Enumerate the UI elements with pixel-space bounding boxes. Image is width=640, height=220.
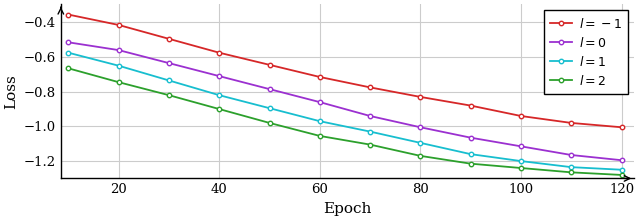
$l = 0$ — [266, 88, 273, 90]
Line: $l = 0$: $l = 0$ — [66, 40, 624, 162]
$l = 1$ — [65, 51, 72, 54]
$l = 1$ — [216, 94, 223, 97]
$l = 1$ — [568, 166, 575, 169]
$l = 2$ — [517, 167, 525, 169]
$l = 0$ — [115, 49, 122, 51]
$l = 2$ — [266, 122, 273, 124]
$l = 1$ — [165, 79, 173, 82]
$l = 2$ — [568, 171, 575, 174]
$l = 1$ — [366, 130, 374, 133]
$l = -1$ — [266, 64, 273, 66]
$l = -1$ — [216, 51, 223, 54]
Line: $l = 2$: $l = 2$ — [66, 66, 624, 177]
$l = 1$ — [417, 141, 424, 144]
X-axis label: Epoch: Epoch — [323, 202, 372, 216]
$l = 2$ — [316, 135, 324, 137]
$l = -1$ — [65, 13, 72, 16]
$l = 2$ — [467, 162, 474, 165]
$l = 0$ — [417, 126, 424, 128]
$l = -1$ — [165, 38, 173, 40]
$l = 1$ — [517, 160, 525, 162]
$l = 1$ — [618, 169, 625, 171]
$l = -1$ — [316, 76, 324, 78]
$l = 0$ — [618, 159, 625, 161]
$l = 0$ — [165, 62, 173, 64]
$l = 0$ — [467, 136, 474, 139]
$l = 1$ — [115, 64, 122, 67]
Line: $l = -1$: $l = -1$ — [66, 12, 624, 130]
$l = 2$ — [618, 174, 625, 176]
$l = -1$ — [366, 86, 374, 89]
$l = 1$ — [467, 153, 474, 156]
$l = 2$ — [366, 143, 374, 146]
$l = -1$ — [115, 24, 122, 26]
$l = 1$ — [266, 107, 273, 110]
Y-axis label: Loss: Loss — [4, 74, 18, 109]
$l = 2$ — [417, 155, 424, 157]
$l = -1$ — [618, 126, 625, 128]
$l = -1$ — [568, 122, 575, 124]
$l = -1$ — [417, 96, 424, 98]
$l = 0$ — [366, 115, 374, 117]
Line: $l = 1$: $l = 1$ — [66, 51, 624, 172]
$l = 0$ — [568, 154, 575, 156]
$l = 2$ — [216, 108, 223, 110]
$l = 2$ — [165, 94, 173, 97]
$l = 1$ — [316, 120, 324, 123]
$l = 0$ — [216, 75, 223, 77]
$l = 2$ — [115, 81, 122, 84]
$l = -1$ — [517, 115, 525, 117]
Legend: $l = -1$, $l = 0$, $l = 1$, $l = 2$: $l = -1$, $l = 0$, $l = 1$, $l = 2$ — [544, 10, 628, 94]
$l = 0$ — [517, 145, 525, 148]
$l = 0$ — [316, 101, 324, 103]
$l = -1$ — [467, 104, 474, 107]
$l = 0$ — [65, 41, 72, 44]
$l = 2$ — [65, 67, 72, 70]
